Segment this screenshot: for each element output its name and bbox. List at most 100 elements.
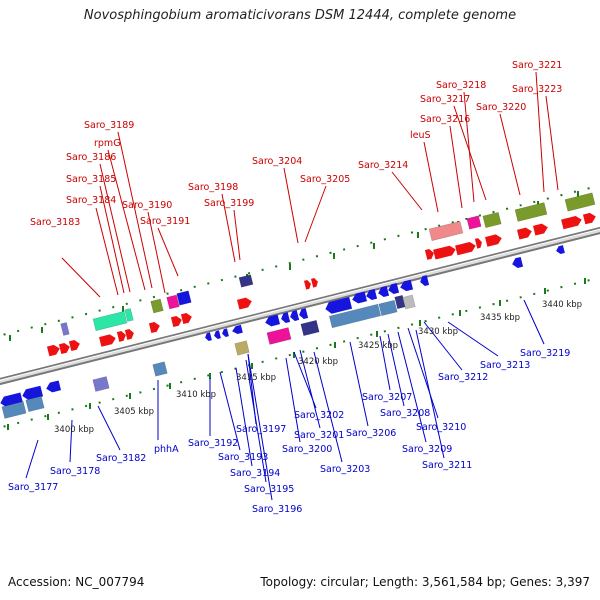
leader-line: [499, 113, 521, 196]
scale-tick-label: 3430 kbp: [418, 327, 458, 337]
label-saro_3183: Saro_3183: [30, 217, 80, 228]
gene-features: [0, 192, 596, 419]
leader-line: [391, 171, 423, 211]
gene-feature: [25, 395, 45, 413]
gene-arrow: [205, 332, 212, 341]
gene-arrow: [22, 385, 44, 401]
label-saro_3190: Saro_3190: [122, 200, 172, 211]
gene-arrow: [290, 310, 300, 321]
label-saro_3195: Saro_3195: [244, 484, 294, 495]
gene-feature: [514, 202, 548, 222]
gene-arrow: [582, 212, 596, 225]
leader-line: [97, 405, 121, 451]
gene-arrow: [148, 322, 160, 334]
gene-arrow: [58, 343, 70, 355]
scale-tick-label: 3440 kbp: [542, 300, 582, 310]
leader-line: [235, 367, 253, 467]
gene-feature: [266, 327, 292, 345]
leader-line: [523, 299, 545, 345]
leader-line: [25, 439, 39, 479]
leader-line: [61, 257, 101, 298]
gene-arrow: [400, 279, 414, 292]
gene-arrow: [214, 330, 221, 339]
gene-feature: [150, 298, 164, 314]
leader-line: [313, 351, 343, 463]
gene-feature: [328, 303, 382, 329]
label-saro_3214: Saro_3214: [358, 160, 408, 171]
label-saro_3194: Saro_3194: [230, 468, 280, 479]
gene-arrow: [388, 282, 400, 294]
leader-line: [397, 331, 427, 443]
leader-line: [407, 327, 439, 419]
leader-line: [69, 419, 73, 463]
leader-line: [95, 207, 119, 296]
leader-line: [247, 353, 257, 425]
label-saro_3189: Saro_3189: [84, 120, 134, 131]
leader-line: [233, 209, 241, 261]
gene-arrow: [116, 331, 126, 342]
label-saro_3218: Saro_3218: [436, 80, 486, 91]
label-saro_3204: Saro_3204: [252, 156, 302, 167]
gene-arrow: [232, 324, 243, 335]
scale-tick-label: 3410 kbp: [176, 390, 216, 400]
leader-line: [379, 335, 391, 391]
gene-arrow: [304, 280, 311, 290]
label-saro_3200: Saro_3200: [282, 444, 332, 455]
leader-line: [157, 227, 179, 277]
gene-arrow: [180, 313, 192, 325]
label-saro_3213: Saro_3213: [480, 360, 530, 371]
leader-line: [99, 163, 131, 293]
strand-guide-reverse: [0, 276, 600, 429]
leader-line: [535, 71, 545, 193]
gene-arrow: [516, 227, 532, 240]
label-saro_3198: Saro_3198: [188, 182, 238, 193]
label-saro_3219: Saro_3219: [520, 348, 570, 359]
gene-arrow: [46, 380, 62, 393]
label-saro_3212: Saro_3212: [438, 372, 488, 383]
gene-feature: [428, 221, 464, 241]
label-saro_3203: Saro_3203: [320, 464, 370, 475]
leader-line: [107, 149, 146, 291]
gene-feature: [300, 319, 320, 337]
leader-line: [299, 349, 321, 429]
label-saro_3202: Saro_3202: [294, 410, 344, 421]
gene-arrow: [265, 314, 281, 327]
label-saro_3216: Saro_3216: [420, 114, 470, 125]
leader-line: [423, 321, 463, 371]
scale-tick-label: 3435 kbp: [480, 313, 520, 323]
gene-arrow: [352, 291, 368, 304]
gene-feature: [378, 299, 398, 317]
gene-arrow: [281, 312, 291, 323]
scale-tick-label: 3400 kbp: [54, 425, 94, 435]
leader-line: [117, 131, 153, 289]
leader-line: [283, 167, 299, 244]
gene-feature: [60, 322, 70, 336]
gene-feature: [234, 340, 250, 356]
label-saro_3217: Saro_3217: [420, 94, 470, 105]
label-saro_3208: Saro_3208: [380, 408, 430, 419]
scale-ticks: 3400 kbp 3405 kbp 3410 kbp 3415 kbp 3420 kbp…: [54, 300, 582, 435]
label-saro_3178: Saro_3178: [50, 466, 100, 477]
scale-tick-label: 3425 kbp: [358, 341, 398, 351]
accession-text: Accession: NC_007794: [8, 575, 145, 589]
leader-line: [247, 353, 273, 501]
gene-arrow: [424, 249, 434, 260]
label-saro_3210: Saro_3210: [416, 422, 466, 433]
gene-arrow: [222, 328, 229, 337]
gene-arrow: [474, 238, 482, 249]
label-leus: leuS: [410, 130, 431, 141]
gene-feature: [124, 308, 134, 322]
label-saro_3211: Saro_3211: [422, 460, 472, 471]
gene-feature: [92, 311, 128, 331]
label-saro_3199: Saro_3199: [204, 198, 254, 209]
label-saro_3197: Saro_3197: [236, 424, 286, 435]
label-saro_3186: Saro_3186: [66, 152, 116, 163]
gene-arrow: [485, 234, 502, 247]
leader-line: [449, 125, 463, 209]
label-saro_3220: Saro_3220: [476, 102, 526, 113]
scale-tick-label: 3405 kbp: [114, 407, 154, 417]
gene-arrow: [512, 256, 524, 268]
label-saro_3182: Saro_3182: [96, 453, 146, 464]
leader-line: [285, 357, 301, 443]
